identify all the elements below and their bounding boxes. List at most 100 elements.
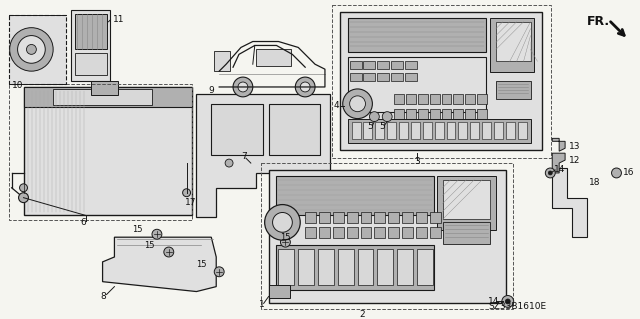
Polygon shape xyxy=(552,153,565,173)
Bar xyxy=(402,227,413,238)
Bar xyxy=(340,12,542,150)
Text: 14: 14 xyxy=(554,166,566,174)
Text: 2: 2 xyxy=(360,310,365,319)
Text: 5: 5 xyxy=(367,122,373,131)
Bar xyxy=(435,122,444,139)
Bar xyxy=(405,61,417,69)
Bar xyxy=(399,122,408,139)
Polygon shape xyxy=(102,237,216,292)
Bar xyxy=(349,61,362,69)
Circle shape xyxy=(265,204,300,240)
Bar xyxy=(75,53,106,75)
Circle shape xyxy=(152,229,162,239)
Bar xyxy=(442,222,490,244)
Bar xyxy=(347,227,358,238)
Bar xyxy=(470,122,479,139)
Bar xyxy=(496,22,531,61)
Bar xyxy=(506,122,515,139)
Circle shape xyxy=(343,89,372,119)
Circle shape xyxy=(17,36,45,63)
Bar xyxy=(338,249,354,285)
Circle shape xyxy=(20,184,28,192)
Bar xyxy=(24,87,191,107)
Bar xyxy=(24,87,191,215)
Bar xyxy=(360,227,371,238)
Circle shape xyxy=(369,112,380,122)
Text: 7: 7 xyxy=(241,152,246,161)
Circle shape xyxy=(502,295,514,308)
Text: 4: 4 xyxy=(334,101,339,110)
Bar xyxy=(406,109,416,119)
Circle shape xyxy=(182,189,191,197)
Polygon shape xyxy=(552,138,565,151)
Text: 16: 16 xyxy=(623,168,635,177)
Text: 6: 6 xyxy=(81,218,86,227)
Circle shape xyxy=(19,193,28,203)
Bar xyxy=(436,176,496,230)
Bar xyxy=(333,212,344,223)
Bar xyxy=(298,249,314,285)
Bar xyxy=(358,249,373,285)
Bar xyxy=(364,73,375,81)
Text: 17: 17 xyxy=(184,198,196,207)
Bar xyxy=(388,212,399,223)
Bar xyxy=(418,109,428,119)
Circle shape xyxy=(214,267,224,277)
Bar xyxy=(319,227,330,238)
Bar xyxy=(482,122,491,139)
Bar xyxy=(319,212,330,223)
Text: 8: 8 xyxy=(100,292,106,301)
Bar xyxy=(496,81,531,99)
Bar xyxy=(453,109,463,119)
Text: 10: 10 xyxy=(12,81,23,91)
Circle shape xyxy=(612,168,621,178)
Bar xyxy=(305,227,316,238)
Bar xyxy=(465,94,475,104)
Bar xyxy=(416,227,427,238)
Bar xyxy=(378,249,393,285)
Circle shape xyxy=(295,77,315,97)
Circle shape xyxy=(382,112,392,122)
Bar xyxy=(269,285,291,299)
Text: FR.: FR. xyxy=(587,15,610,28)
Bar xyxy=(442,180,490,219)
Bar xyxy=(91,81,118,95)
Bar xyxy=(416,212,427,223)
Bar xyxy=(394,109,404,119)
Bar xyxy=(276,245,434,290)
Bar xyxy=(276,176,434,215)
Bar xyxy=(423,122,431,139)
Bar xyxy=(442,94,451,104)
Text: 15: 15 xyxy=(132,225,143,234)
Circle shape xyxy=(233,77,253,97)
Bar xyxy=(364,122,372,139)
Text: 15: 15 xyxy=(280,233,291,242)
Bar xyxy=(518,122,527,139)
Bar xyxy=(278,249,294,285)
Bar xyxy=(374,227,385,238)
Circle shape xyxy=(164,247,173,257)
Text: 18: 18 xyxy=(589,178,600,187)
Bar xyxy=(387,122,396,139)
Bar xyxy=(364,61,375,69)
Bar xyxy=(406,94,416,104)
Text: 11: 11 xyxy=(113,15,124,24)
Bar xyxy=(490,18,534,72)
Bar xyxy=(347,212,358,223)
Bar xyxy=(429,94,440,104)
Text: SZ33B1610E: SZ33B1610E xyxy=(488,302,546,311)
Circle shape xyxy=(273,212,292,232)
Bar xyxy=(351,122,360,139)
Circle shape xyxy=(349,96,365,112)
Bar xyxy=(211,104,262,155)
Bar xyxy=(9,84,191,220)
Circle shape xyxy=(300,82,310,92)
Bar xyxy=(391,61,403,69)
Bar xyxy=(391,73,403,81)
Bar xyxy=(71,10,111,81)
Bar xyxy=(256,49,291,66)
Bar xyxy=(229,160,251,166)
Text: 9: 9 xyxy=(209,86,214,95)
Bar xyxy=(318,249,334,285)
Polygon shape xyxy=(196,94,330,218)
